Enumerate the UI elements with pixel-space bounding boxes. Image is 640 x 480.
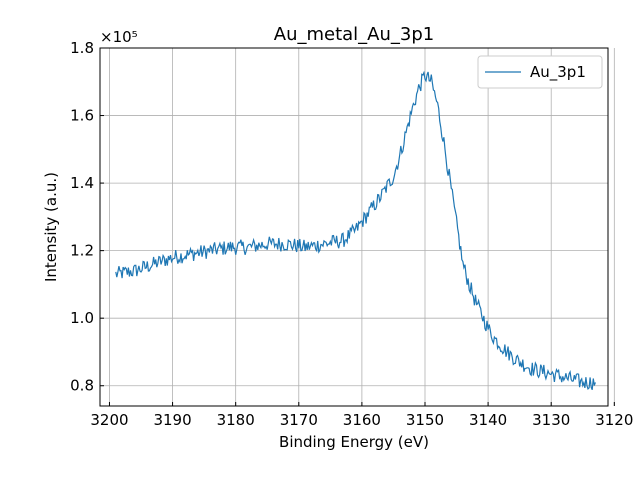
x-tick-label: 3160 [343, 411, 381, 429]
y-axis-label: Intensity (a.u.) [42, 172, 60, 282]
series-line-au-3p1 [115, 70, 596, 391]
legend-label: Au_3p1 [530, 63, 586, 82]
y-tick-label: 1.2 [70, 242, 94, 260]
x-axis-label: Binding Energy (eV) [279, 433, 429, 451]
legend-box [477, 55, 603, 89]
x-tick-label: 3120 [595, 411, 633, 429]
x-tick-label: 3150 [406, 411, 444, 429]
x-tick-label: 3180 [217, 411, 255, 429]
chart-title: Au_metal_Au_3p1 [274, 24, 434, 45]
x-tick-label: 3190 [153, 411, 191, 429]
x-tick-label: 3200 [90, 411, 128, 429]
x-tick-label: 3170 [280, 411, 318, 429]
ticks: 3200 3190 3180 3170 3160 3150 3140 3130 3120 0.8 1… [70, 39, 633, 429]
y-tick-label: 0.8 [70, 377, 94, 395]
plot-frame [99, 47, 609, 407]
y-tick-label: 1.6 [70, 107, 94, 125]
legend: Au_3p1 [477, 55, 603, 89]
x-tick-label: 3130 [532, 411, 570, 429]
y-tick-label: 1.0 [70, 309, 94, 327]
y-tick-label: 1.8 [70, 39, 94, 57]
y-tick-label: 1.4 [70, 174, 94, 192]
y-offset-label: ×10⁵ [100, 28, 138, 46]
x-tick-label: 3140 [469, 411, 507, 429]
